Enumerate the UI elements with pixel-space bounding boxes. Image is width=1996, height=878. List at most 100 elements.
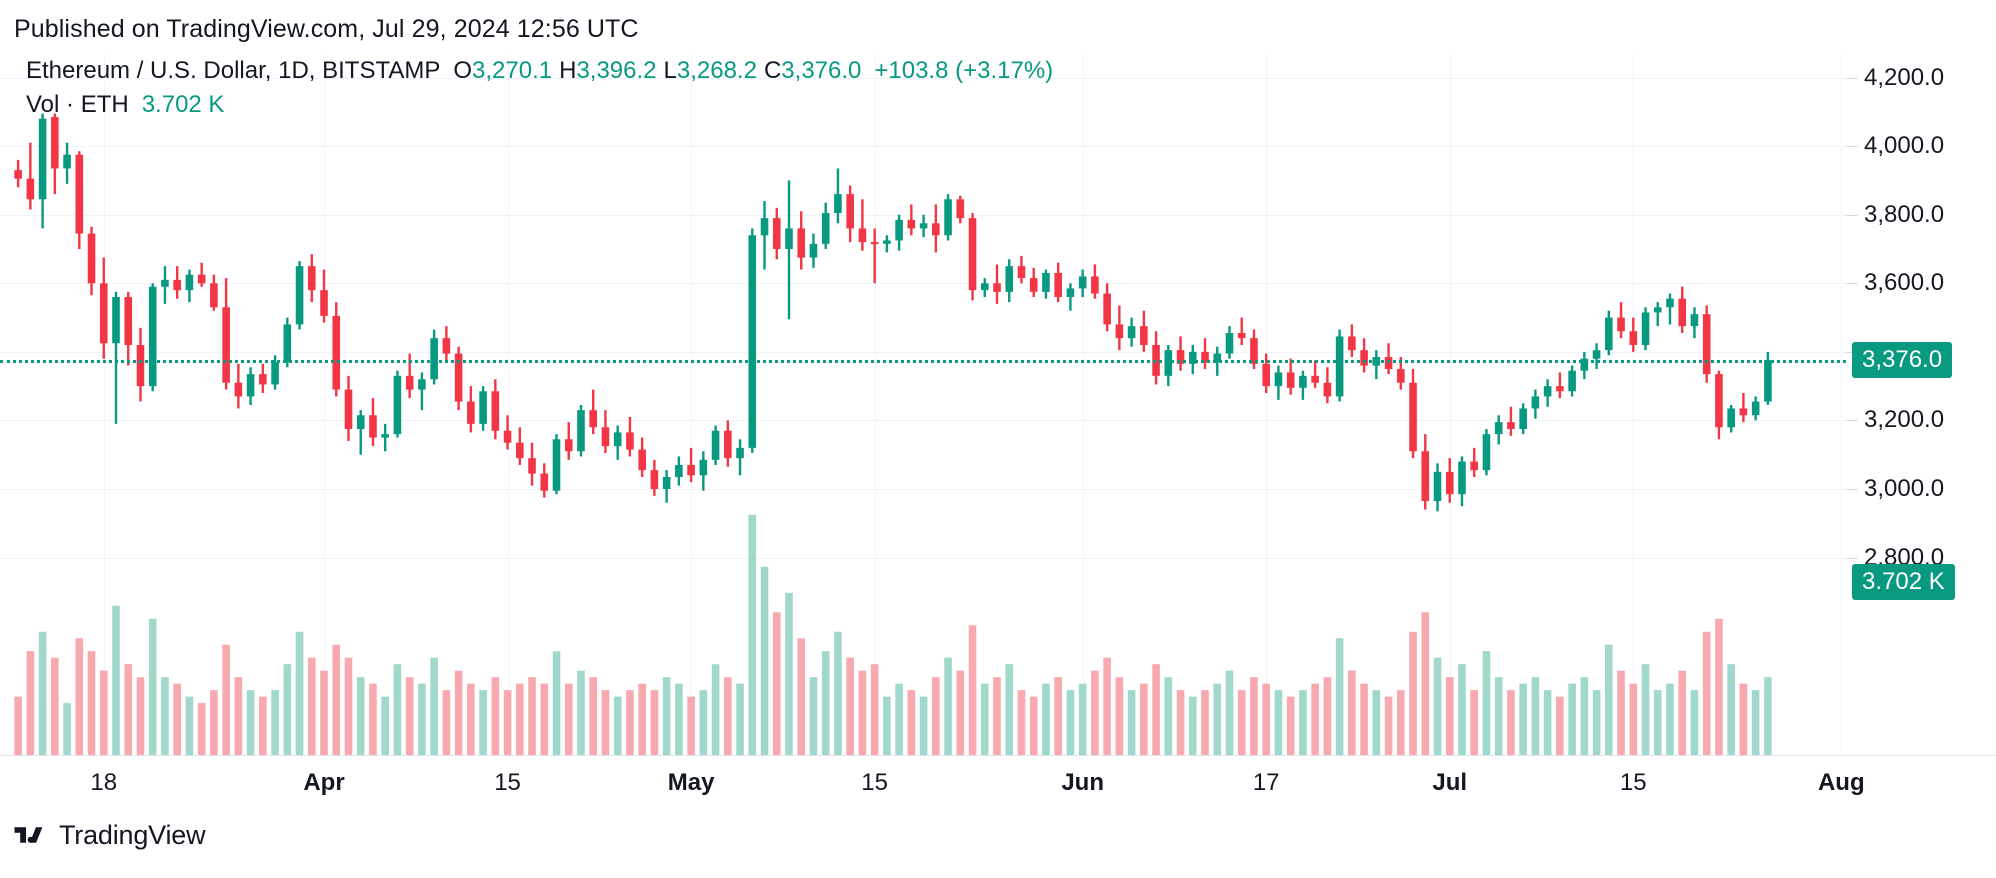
volume-bar xyxy=(1764,677,1772,755)
candle-body xyxy=(1494,422,1503,435)
volume-bar xyxy=(491,677,500,755)
volume-bar xyxy=(1042,683,1050,755)
grid-line-vertical xyxy=(1266,55,1267,755)
candle-body xyxy=(1054,273,1062,297)
volume-bar xyxy=(454,670,463,755)
volume-value-badge[interactable]: 3.702 K xyxy=(1852,563,1955,600)
candle-body xyxy=(185,274,194,291)
candle-body xyxy=(307,266,316,291)
price-tick-mark xyxy=(1846,146,1858,148)
candle-body xyxy=(1678,298,1687,327)
volume-bar xyxy=(210,690,218,755)
grid-line-horizontal xyxy=(0,146,1846,148)
volume-bar xyxy=(14,696,22,755)
price-tick-label: 3,800.0 xyxy=(1864,200,1945,228)
price-tick-label: 4,000.0 xyxy=(1864,132,1945,160)
candle-wick xyxy=(420,372,424,411)
candle-body xyxy=(246,374,255,397)
volume-bar xyxy=(1152,664,1160,755)
price-tick-label: 3,000.0 xyxy=(1864,475,1945,502)
volume-bar xyxy=(197,703,206,755)
volume-bar xyxy=(1360,683,1368,755)
candle-body xyxy=(295,266,304,325)
grid-line-horizontal xyxy=(0,557,1846,559)
candle-body xyxy=(1556,386,1564,392)
candle-body xyxy=(1482,434,1491,471)
time-axis[interactable]: 18 Apr 15 May 15 Jun 17 Jul 15 Aug xyxy=(0,755,1996,803)
candle-body xyxy=(14,170,22,179)
volume-bar xyxy=(675,683,683,755)
price-tick-label: 4,200.0 xyxy=(1864,63,1945,91)
candle-body xyxy=(1237,333,1246,339)
time-axis-border xyxy=(0,755,1996,756)
candle-body xyxy=(1470,461,1479,471)
volume-bar xyxy=(564,683,573,755)
volume-bar xyxy=(1311,683,1319,755)
candle-wick xyxy=(1509,406,1513,436)
candle-body xyxy=(1543,386,1552,397)
price-axis[interactable]: 4,200.04,000.03,800.03,600.03,400.03,200… xyxy=(1846,55,1996,755)
candle-body xyxy=(528,458,536,474)
volume-bar xyxy=(222,644,230,755)
volume-bar xyxy=(1494,677,1503,755)
volume-bar xyxy=(577,670,585,755)
volume-bar xyxy=(834,631,842,755)
candle-body xyxy=(516,442,524,459)
volume-bar xyxy=(418,683,426,755)
time-tick-month: Jun xyxy=(1061,769,1104,796)
candle-body xyxy=(1042,273,1050,292)
candle-body xyxy=(344,389,353,429)
volume-bar xyxy=(809,677,818,755)
time-tick-day: 15 xyxy=(494,769,521,796)
volume-bar xyxy=(944,657,952,755)
volume-bar xyxy=(1335,638,1344,755)
candle-body xyxy=(1519,408,1527,429)
volume-bar xyxy=(393,664,402,755)
candle-body xyxy=(968,218,977,291)
time-tick-month: Apr xyxy=(303,769,345,796)
chart-container[interactable]: 4,200.04,000.03,800.03,600.03,400.03,200… xyxy=(0,55,1996,755)
candle-body xyxy=(736,447,744,459)
candle-body xyxy=(454,353,463,402)
candle-body xyxy=(1348,336,1356,351)
last-price-badge[interactable]: 3,376.0 xyxy=(1852,342,1953,379)
volume-bar xyxy=(1213,683,1222,755)
candle-body xyxy=(1286,372,1295,388)
candle-wick xyxy=(359,410,362,455)
time-tick-month: Jul xyxy=(1432,769,1468,796)
volume-bar xyxy=(1751,690,1760,755)
candle-body xyxy=(63,154,71,169)
grid-line-vertical xyxy=(324,55,325,755)
candle-body xyxy=(944,199,952,236)
volume-bar xyxy=(1543,690,1552,755)
volume-bar xyxy=(956,670,965,755)
volume-bar xyxy=(283,664,292,755)
volume-bar xyxy=(87,651,96,755)
candle-body xyxy=(932,223,940,236)
volume-bar xyxy=(1556,696,1564,755)
candle-body xyxy=(748,235,757,448)
volume-bar xyxy=(1458,664,1466,755)
grid-line-vertical xyxy=(1083,55,1084,755)
volume-bar xyxy=(1225,670,1234,755)
candle-body xyxy=(883,240,891,244)
time-tick-month: Aug xyxy=(1817,769,1865,796)
candle-wick xyxy=(114,291,118,424)
candle-body xyxy=(834,194,842,213)
candle-body xyxy=(332,315,341,390)
grid-line-horizontal xyxy=(0,489,1846,490)
volume-bar xyxy=(516,683,524,755)
volume-bar xyxy=(63,703,71,755)
price-tick-label: 3,600.0 xyxy=(1864,269,1945,297)
volume-bar xyxy=(1091,670,1099,755)
volume-bar xyxy=(1433,657,1442,755)
volume-bar xyxy=(638,683,646,755)
candle-body xyxy=(577,410,585,452)
candle-body xyxy=(1690,314,1699,327)
volume-bar xyxy=(1115,677,1124,755)
candle-body xyxy=(1274,372,1283,387)
volume-bar xyxy=(26,651,35,755)
volume-bar xyxy=(1629,683,1638,755)
volume-bar xyxy=(1531,677,1540,755)
chart-plot-area[interactable] xyxy=(0,55,1846,755)
